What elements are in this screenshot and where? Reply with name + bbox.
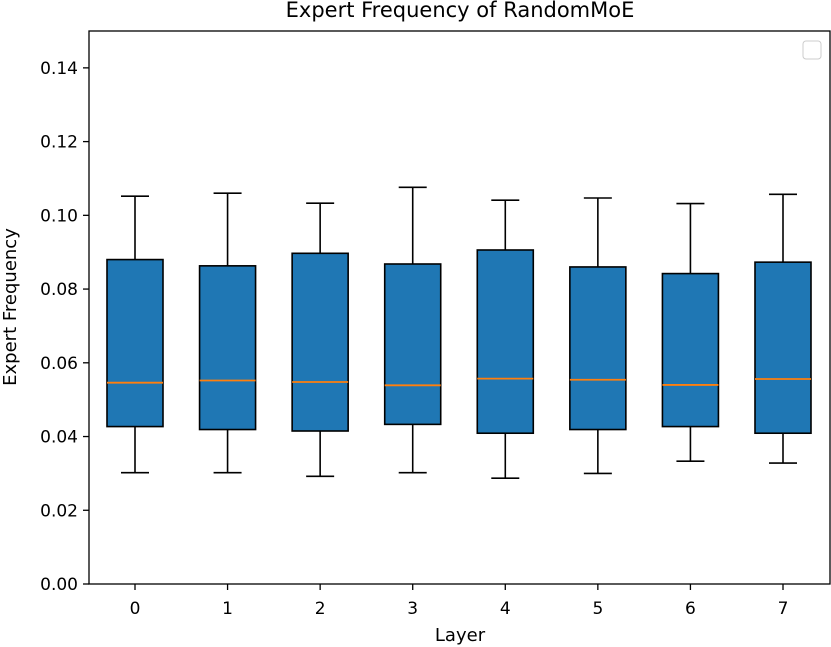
iqr-box bbox=[569, 266, 627, 431]
y-axis: 0.00 0.02 0.04 0.06 0.08 0.10 0.12 0.14 bbox=[40, 59, 89, 595]
iqr-box bbox=[661, 272, 720, 428]
x-tick-label: 2 bbox=[315, 599, 326, 619]
box-layer-6 bbox=[661, 202, 720, 463]
box-layer-5 bbox=[569, 197, 627, 475]
x-axis-label: Layer bbox=[435, 625, 486, 646]
x-tick-label: 5 bbox=[592, 599, 603, 619]
x-tick-label: 1 bbox=[222, 599, 233, 619]
y-tick-label: 0.10 bbox=[40, 206, 78, 226]
legend-box bbox=[802, 40, 822, 60]
y-tick-label: 0.02 bbox=[40, 501, 78, 521]
iqr-box bbox=[754, 261, 812, 435]
y-tick-label: 0.14 bbox=[40, 59, 78, 79]
y-tick-label: 0.00 bbox=[40, 575, 78, 595]
iqr-box bbox=[198, 265, 257, 431]
iqr-box bbox=[291, 252, 349, 432]
x-axis: 0 1 2 3 4 5 6 7 bbox=[130, 584, 789, 619]
y-tick-label: 0.06 bbox=[40, 354, 78, 374]
iqr-box bbox=[106, 258, 164, 428]
iqr-box bbox=[476, 249, 535, 435]
box-layer-2 bbox=[291, 202, 349, 478]
box-layer-0 bbox=[106, 195, 164, 474]
chart-title: Expert Frequency of RandomMoE bbox=[286, 0, 635, 22]
x-tick-label: 6 bbox=[685, 599, 696, 619]
box-layer-3 bbox=[383, 186, 442, 474]
plot-frame bbox=[88, 30, 831, 585]
x-tick-label: 0 bbox=[130, 599, 141, 619]
box-layer-7 bbox=[754, 193, 812, 464]
iqr-box bbox=[383, 263, 442, 426]
y-tick-label: 0.12 bbox=[40, 133, 78, 153]
boxes-layer bbox=[106, 186, 812, 479]
y-tick-label: 0.04 bbox=[40, 428, 78, 448]
box-layer-4 bbox=[476, 199, 535, 479]
x-tick-label: 7 bbox=[778, 599, 789, 619]
x-tick-label: 4 bbox=[500, 599, 511, 619]
y-tick-label: 0.08 bbox=[40, 280, 78, 300]
y-axis-label: Expert Frequency bbox=[0, 228, 21, 386]
box-layer-1 bbox=[198, 192, 257, 474]
x-tick-label: 3 bbox=[407, 599, 418, 619]
